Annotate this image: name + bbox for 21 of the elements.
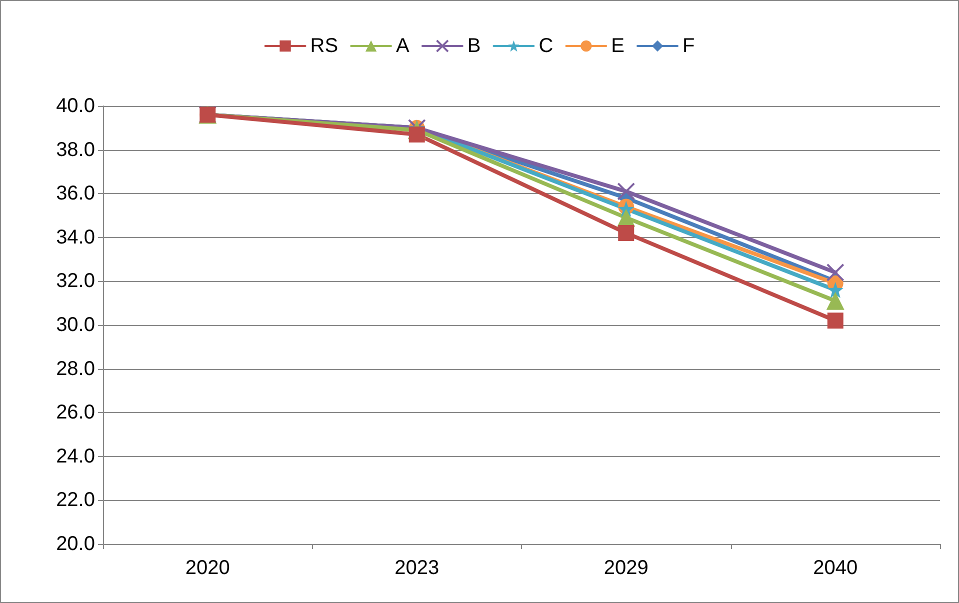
x-tick-label: 2029 xyxy=(604,557,648,579)
y-tick-label: 22.0 xyxy=(56,489,95,512)
y-tick-label: 26.0 xyxy=(56,402,95,424)
legend-label: C xyxy=(538,35,554,57)
y-tick-label: 38.0 xyxy=(56,138,95,161)
legend-label: E xyxy=(611,35,625,57)
x-tick-label: 2023 xyxy=(394,557,440,579)
x-tick-label: 2040 xyxy=(813,557,858,579)
legend-label: A xyxy=(396,35,410,57)
y-tick-label: 20.0 xyxy=(56,533,95,555)
y-tick-label: 30.0 xyxy=(56,314,95,336)
y-tick-label: 32.0 xyxy=(56,270,95,292)
legend-label: F xyxy=(682,35,695,57)
y-tick-label: 24.0 xyxy=(56,445,95,468)
y-tick-label: 34.0 xyxy=(56,226,95,248)
legend-label: B xyxy=(467,35,481,57)
legend-label: RS xyxy=(310,35,338,57)
y-tick-label: 36.0 xyxy=(56,182,95,205)
x-tick-label: 2020 xyxy=(185,557,230,579)
y-tick-label: 40.0 xyxy=(56,95,95,117)
y-tick-label: 28.0 xyxy=(56,358,95,380)
